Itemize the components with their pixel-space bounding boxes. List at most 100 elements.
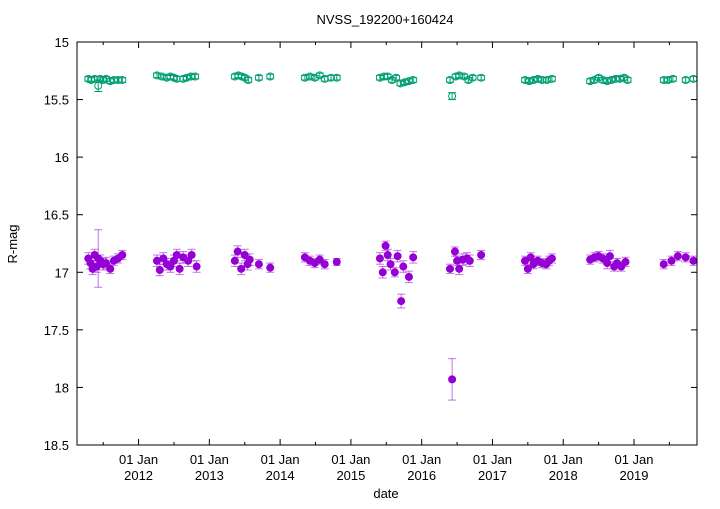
data-point bbox=[455, 264, 464, 273]
data-point bbox=[109, 75, 118, 84]
y-tick-label: 16.5 bbox=[44, 208, 69, 223]
x-tick-label-year: 2013 bbox=[195, 468, 224, 483]
data-point bbox=[455, 71, 464, 80]
x-tick-label-year: 2015 bbox=[336, 468, 365, 483]
data-point bbox=[611, 74, 620, 83]
data-point bbox=[623, 75, 632, 84]
data-point bbox=[605, 252, 614, 261]
data-point bbox=[468, 73, 477, 82]
data-point bbox=[533, 74, 542, 83]
data-point bbox=[445, 264, 454, 273]
data-point bbox=[172, 251, 181, 260]
data-point bbox=[448, 375, 457, 384]
data-point bbox=[465, 256, 474, 265]
data-point bbox=[529, 75, 538, 84]
data-point bbox=[663, 75, 672, 84]
plot-marks bbox=[84, 71, 698, 401]
data-point bbox=[233, 247, 242, 256]
x-tick-label-date: 01 Jan bbox=[190, 452, 229, 467]
data-point bbox=[230, 256, 239, 265]
data-point bbox=[615, 74, 624, 83]
data-point bbox=[332, 257, 341, 266]
data-point bbox=[245, 255, 254, 264]
data-point bbox=[186, 72, 195, 81]
x-tick-label-year: 2018 bbox=[549, 468, 578, 483]
data-point bbox=[90, 74, 99, 83]
data-point bbox=[155, 265, 164, 274]
y-tick-label: 18.5 bbox=[44, 438, 69, 453]
data-point bbox=[396, 79, 405, 88]
data-point bbox=[152, 71, 161, 80]
x-tick-label-year: 2019 bbox=[620, 468, 649, 483]
data-point bbox=[477, 251, 486, 260]
data-point bbox=[603, 259, 612, 268]
data-point bbox=[332, 73, 341, 82]
series-comparison bbox=[84, 71, 698, 101]
data-point bbox=[445, 75, 454, 84]
data-point bbox=[266, 263, 275, 272]
data-point bbox=[327, 73, 336, 82]
x-tick-label-date: 01 Jan bbox=[402, 452, 441, 467]
y-tick-label: 15.5 bbox=[44, 93, 69, 108]
x-tick-label-date: 01 Jan bbox=[614, 452, 653, 467]
plot-frame bbox=[76, 41, 698, 446]
data-point bbox=[397, 297, 406, 306]
data-point bbox=[237, 264, 246, 273]
data-point bbox=[172, 74, 181, 83]
data-point bbox=[381, 241, 390, 250]
data-point bbox=[182, 73, 191, 82]
data-point bbox=[681, 253, 690, 262]
data-point bbox=[187, 251, 196, 260]
data-point bbox=[538, 75, 546, 84]
data-point bbox=[547, 74, 556, 83]
x-tick-label-date: 01 Jan bbox=[544, 452, 583, 467]
chart-title: NVSS_192200+160424 bbox=[317, 12, 454, 27]
y-tick-label: 15 bbox=[55, 35, 69, 50]
x-tick-label-year: 2016 bbox=[407, 468, 436, 483]
data-point bbox=[477, 73, 486, 82]
data-point bbox=[114, 75, 123, 84]
data-point bbox=[191, 72, 200, 81]
x-tick-label-date: 01 Jan bbox=[261, 452, 300, 467]
x-tick-label-date: 01 Jan bbox=[119, 452, 158, 467]
data-point bbox=[102, 259, 111, 268]
data-point bbox=[118, 75, 127, 84]
data-point bbox=[603, 77, 612, 86]
data-point bbox=[404, 77, 413, 86]
data-point bbox=[673, 252, 682, 261]
data-point bbox=[392, 73, 401, 82]
y-tick-label: 17.5 bbox=[44, 323, 69, 338]
data-point bbox=[266, 72, 275, 81]
data-point bbox=[244, 75, 253, 84]
data-point bbox=[118, 251, 127, 260]
data-point bbox=[390, 268, 399, 277]
x-tick-label-date: 01 Jan bbox=[473, 452, 512, 467]
data-point bbox=[621, 257, 630, 266]
data-point bbox=[681, 75, 690, 84]
data-point bbox=[598, 75, 607, 84]
data-point bbox=[523, 264, 532, 273]
y-axis-label: R-mag bbox=[5, 224, 20, 263]
data-point bbox=[668, 74, 677, 83]
data-point bbox=[152, 256, 161, 265]
y-tick-label: 16 bbox=[55, 150, 69, 165]
data-point bbox=[667, 256, 676, 265]
data-point bbox=[450, 247, 459, 256]
data-point bbox=[106, 264, 115, 273]
x-tick-label-date: 01 Jan bbox=[331, 452, 370, 467]
data-point bbox=[386, 260, 395, 269]
data-point bbox=[375, 73, 384, 82]
data-point bbox=[547, 254, 556, 263]
data-point bbox=[254, 260, 263, 269]
series-target bbox=[84, 229, 698, 401]
data-point bbox=[409, 253, 418, 262]
data-point bbox=[659, 260, 668, 269]
data-point bbox=[157, 72, 166, 81]
x-tick-label-year: 2012 bbox=[124, 468, 153, 483]
x-tick-label-year: 2017 bbox=[478, 468, 507, 483]
data-point bbox=[254, 73, 263, 82]
y-tick-label: 18 bbox=[55, 380, 69, 395]
data-point bbox=[399, 262, 408, 271]
